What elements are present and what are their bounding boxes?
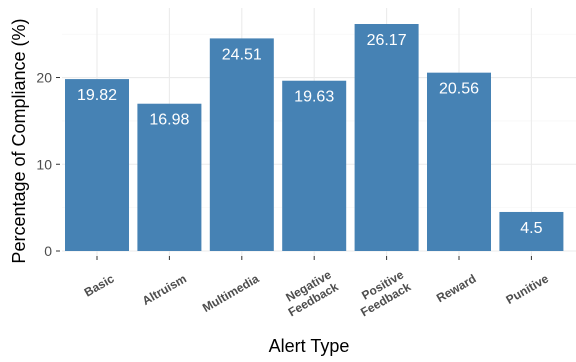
bar-value-label: 19.63	[294, 89, 334, 106]
y-tick-label: 0	[44, 243, 52, 259]
bar-value-label: 19.82	[77, 87, 117, 104]
x-axis-ticks: Basic Altruism Multimedia NegativeFeedback P…	[82, 256, 551, 319]
bar-reward	[427, 72, 491, 252]
y-axis-ticks: 0 10 20	[36, 70, 60, 259]
x-tick-label-line: Punitive	[503, 271, 551, 307]
bar-value-label: 24.51	[222, 46, 262, 63]
bar-value-labels: 19.82 16.98 24.51 19.63 26.17 20.56 4.5	[77, 32, 543, 237]
y-axis-title: Percentage of Compliance (%)	[9, 18, 29, 263]
bars	[65, 24, 564, 252]
bar-multimedia	[209, 38, 274, 252]
bar-value-label: 20.56	[439, 81, 479, 98]
x-tick-label: Basic	[82, 271, 117, 299]
bar-altruism	[137, 103, 202, 251]
x-tick-label: Punitive	[503, 271, 551, 307]
x-tick-label: Multimedia	[200, 271, 262, 315]
bar-value-label: 16.98	[149, 112, 189, 129]
bar-positive-feedback	[354, 24, 419, 251]
x-tick-label-line: Reward	[434, 271, 479, 305]
bar-value-label: 26.17	[367, 32, 407, 49]
bar-basic	[65, 79, 129, 251]
x-axis-title: Alert Type	[269, 336, 350, 356]
x-tick-label: PositiveFeedback	[351, 267, 413, 319]
bar-value-label: 4.5	[520, 220, 542, 237]
bar-negative-feedback	[282, 80, 347, 251]
x-tick-label-line: Multimedia	[200, 271, 262, 315]
x-tick-label-line: Altruism	[140, 271, 189, 307]
y-tick-label: 10	[36, 156, 52, 172]
bar-punitive	[499, 211, 564, 251]
x-tick-label: Reward	[434, 271, 479, 305]
x-tick-label: NegativeFeedback	[279, 267, 341, 319]
x-tick-label-line: Basic	[82, 271, 117, 299]
y-tick-label: 20	[36, 70, 52, 86]
x-tick-label: Altruism	[140, 271, 189, 307]
